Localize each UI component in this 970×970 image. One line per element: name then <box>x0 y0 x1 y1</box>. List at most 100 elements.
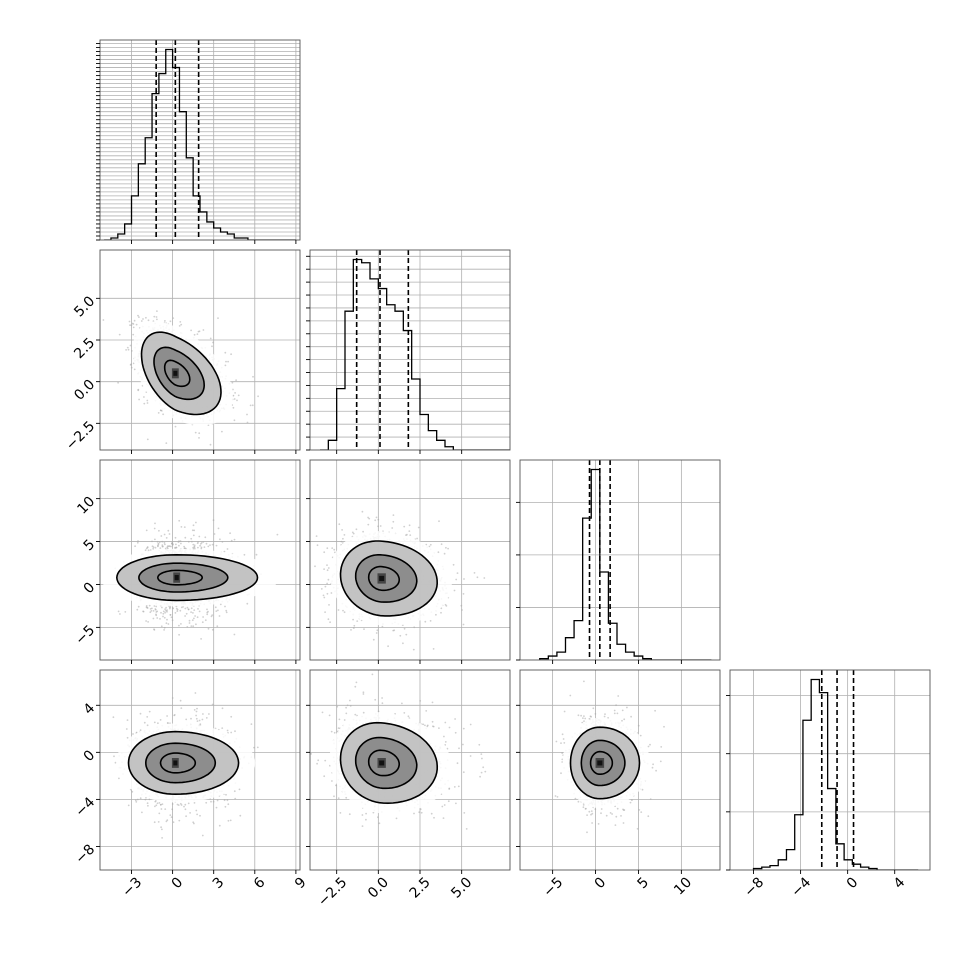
scatter-point <box>192 534 195 537</box>
scatter-point <box>330 592 333 594</box>
scatter-point <box>315 535 318 537</box>
scatter-point <box>249 404 252 407</box>
scatter-point <box>136 541 139 544</box>
scatter-point <box>211 345 213 348</box>
scatter-point <box>164 608 167 611</box>
scatter-point <box>133 319 136 322</box>
scatter-point <box>161 606 163 609</box>
contour-line-1 <box>354 554 418 603</box>
scatter-point <box>216 625 219 628</box>
scatter-point <box>165 622 168 625</box>
scatter-point <box>174 612 177 614</box>
pair-content <box>100 460 300 660</box>
scatter-point <box>162 615 164 618</box>
scatter-point <box>160 808 163 810</box>
scatter-point <box>200 547 203 550</box>
scatter-point <box>154 546 157 549</box>
density-fill-level-2 <box>355 554 417 603</box>
scatter-point <box>391 527 394 529</box>
scatter-point <box>443 552 446 555</box>
scatter-point <box>138 398 141 401</box>
scatter-point <box>226 548 229 550</box>
scatter-point <box>205 801 208 804</box>
scatter-point <box>188 619 191 622</box>
scatter-point <box>276 533 279 536</box>
scatter-point <box>166 546 169 549</box>
scatter-point <box>403 627 406 630</box>
scatter-point <box>368 517 371 520</box>
scatter-point <box>137 314 139 317</box>
scatter-point <box>224 805 227 808</box>
scatter-point <box>161 540 164 543</box>
scatter-point <box>227 803 230 806</box>
scatter-point <box>197 546 199 549</box>
scatter-point <box>143 721 146 724</box>
scatter-point <box>187 608 190 611</box>
contour-line-2 <box>339 540 439 617</box>
scatter-point <box>160 409 162 412</box>
scatter-point <box>170 545 172 548</box>
scatter-point <box>183 545 186 548</box>
density-peak-core <box>173 370 178 376</box>
scatter-point <box>334 551 336 554</box>
scatter-point <box>432 648 435 650</box>
scatter-point <box>155 804 158 807</box>
scatter-point <box>200 638 203 640</box>
scatter-point <box>198 719 201 722</box>
scatter-point <box>198 535 201 538</box>
scatter-point <box>178 819 181 822</box>
scatter-point <box>132 333 135 336</box>
scatter-point <box>243 553 246 556</box>
scatter-point <box>202 713 204 715</box>
scatter-point <box>180 707 183 709</box>
scatter-point <box>170 816 173 818</box>
scatter-point <box>324 611 326 613</box>
scatter-point <box>352 618 354 621</box>
scatter-point <box>147 804 149 807</box>
pair-panel-0-2 <box>96 459 301 664</box>
scatter-point <box>160 535 163 537</box>
pair-panel-0-3 <box>96 669 301 874</box>
pair-content <box>100 670 300 870</box>
scatter-point <box>146 606 149 609</box>
scatter-point <box>180 542 182 545</box>
scatter-point <box>148 604 151 607</box>
scatter-point <box>154 608 157 610</box>
scatter-point <box>168 533 171 535</box>
scatter-point <box>185 612 188 615</box>
scatter-point <box>198 610 201 613</box>
contour-line-0 <box>163 359 191 388</box>
scatter-point <box>199 723 202 725</box>
scatter-point <box>327 567 330 569</box>
scatter-point <box>180 606 183 609</box>
scatter-point <box>153 628 155 631</box>
scatter-point <box>154 805 156 808</box>
scatter-point <box>233 398 236 400</box>
scatter-point <box>453 589 456 592</box>
scatter-point <box>180 526 183 528</box>
scatter-point <box>187 540 190 543</box>
scatter-point <box>363 628 365 630</box>
scatter-point <box>413 626 416 629</box>
scatter-point <box>352 532 355 535</box>
scatter-point <box>133 368 136 371</box>
scatter-point <box>137 540 139 542</box>
scatter-point <box>343 534 346 536</box>
scatter-point <box>118 777 120 780</box>
scatter-point <box>203 546 206 548</box>
scatter-point <box>153 605 156 607</box>
scatter-point <box>137 389 140 392</box>
scatter-point <box>237 394 240 397</box>
scatter-point <box>202 541 205 543</box>
scatter-point <box>435 613 437 616</box>
contour-line-0 <box>367 565 400 592</box>
scatter-point <box>194 615 197 617</box>
scatter-point <box>437 551 440 554</box>
scatter-point <box>144 798 147 801</box>
scatter-point <box>125 349 127 351</box>
scatter-point <box>246 602 249 605</box>
scatter-point <box>207 627 210 630</box>
scatter-point <box>362 530 364 533</box>
scatter-point <box>184 536 187 539</box>
hist-panel-2 <box>516 459 721 664</box>
